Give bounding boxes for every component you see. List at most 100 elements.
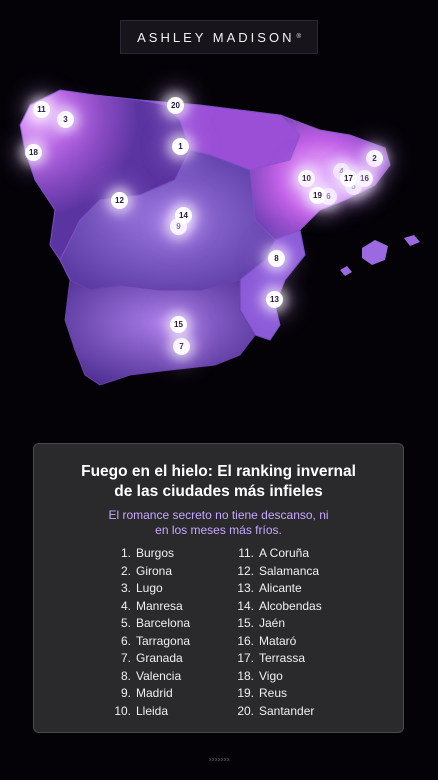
marker-label: 11	[37, 105, 46, 114]
marker-label: 19	[313, 191, 322, 200]
rank-number: 9.	[120, 686, 131, 700]
city-name: Manresa	[136, 598, 183, 613]
list-item: 6. Tarragona	[109, 633, 190, 651]
rank-number: 17.	[237, 651, 254, 665]
list-item: 2. Girona	[109, 563, 190, 581]
marker-label: 1	[178, 142, 183, 151]
map-marker-3[interactable]: 3	[57, 111, 74, 128]
map-marker-17[interactable]: 17	[340, 170, 357, 187]
ranking-list-right: 11. A Coruña 12. Salamanca 13. Alicante 14.…	[234, 545, 322, 721]
map-marker-18[interactable]: 18	[25, 144, 42, 161]
rank-number: 12.	[237, 563, 254, 578]
list-item: 18. Vigo	[234, 668, 322, 686]
rank-number: 1.	[120, 546, 131, 560]
rank-number: 6.	[120, 633, 131, 648]
map-marker-1[interactable]: 1	[172, 138, 189, 155]
map-marker-12[interactable]: 12	[111, 192, 128, 209]
map-marker-7[interactable]: 7	[173, 338, 190, 355]
city-name: Girona	[136, 563, 173, 578]
list-item: 16. Mataró	[234, 633, 322, 651]
city-name: Burgos	[136, 546, 175, 560]
map-marker-2[interactable]: 2	[366, 150, 383, 167]
subtitle-line-2: en los meses más fríos.	[155, 523, 282, 537]
map-marker-19[interactable]: 19	[309, 187, 326, 204]
ranking-list-left: 1. Burgos 2. Girona 3. Lugo 4. Manresa 5. Bar…	[109, 545, 190, 720]
city-name: Tarragona	[136, 633, 191, 648]
map-marker-16[interactable]: 16	[356, 170, 373, 187]
region-east	[239, 229, 306, 341]
city-name: Salamanca	[259, 563, 320, 578]
city-name: Vigo	[259, 668, 283, 683]
city-name: Valencia	[136, 668, 182, 683]
city-name: Alcobendas	[259, 598, 322, 613]
map-marker-10[interactable]: 10	[298, 170, 315, 187]
map-marker-8[interactable]: 8	[268, 250, 285, 267]
map-marker-15[interactable]: 15	[170, 316, 187, 333]
panel-subtitle: El romance secreto no tiene descanso, ni…	[34, 508, 403, 538]
list-item: 17. Terrassa	[234, 650, 322, 668]
marker-label: 17	[344, 174, 353, 183]
rank-number: 19.	[237, 686, 254, 700]
rank-number: 5.	[120, 616, 131, 630]
city-name: Lleida	[136, 703, 169, 718]
city-name: Terrassa	[259, 651, 306, 665]
marker-label: 5	[351, 182, 356, 191]
list-item: 12. Salamanca	[234, 563, 322, 581]
list-item: 4. Manresa	[109, 598, 190, 616]
list-item: 1. Burgos	[109, 545, 190, 563]
rank-number: 4.	[120, 598, 131, 613]
marker-label: 15	[174, 320, 183, 329]
marker-label: 12	[115, 196, 124, 205]
region-northeast	[249, 114, 391, 241]
city-name: Jaén	[259, 616, 286, 630]
balearic-islands	[362, 240, 388, 265]
city-name: Granada	[136, 651, 183, 665]
rank-number: 18.	[237, 668, 254, 683]
island-small-2	[340, 266, 352, 276]
list-item: 7. Granada	[109, 650, 190, 668]
island-small-1	[404, 235, 420, 246]
map-marker-14[interactable]: 14	[175, 207, 192, 224]
rank-number: 20.	[237, 703, 254, 718]
list-item: 10. Lleida	[109, 703, 190, 721]
rank-number: 7.	[120, 651, 131, 665]
list-item: 14. Alcobendas	[234, 598, 322, 616]
rank-number: 16.	[237, 633, 254, 648]
panel-title: Fuego en el hielo: El ranking invernal d…	[34, 462, 403, 502]
rank-number: 15.	[237, 616, 254, 630]
list-item: 11. A Coruña	[234, 545, 322, 563]
rank-number: 3.	[120, 581, 131, 595]
rank-number: 14.	[237, 598, 254, 613]
brand-logo: ASHLEY MADISON ®	[120, 20, 318, 54]
registered-mark: ®	[296, 34, 301, 40]
marker-label: 20	[171, 101, 180, 110]
city-name: Alicante	[259, 581, 302, 595]
footer-text: xxxxxxx	[209, 757, 230, 763]
city-name: A Coruña	[259, 546, 310, 560]
marker-label: 14	[179, 211, 188, 220]
list-item: 15. Jaén	[234, 615, 322, 633]
map-marker-13[interactable]: 13	[266, 291, 283, 308]
marker-label: 2	[372, 154, 377, 163]
city-name: Madrid	[136, 686, 173, 700]
rank-number: 2.	[120, 563, 131, 578]
rank-number: 11.	[238, 546, 254, 560]
ranking-panel: Fuego en el hielo: El ranking invernal d…	[33, 443, 404, 733]
list-item: 9. Madrid	[109, 685, 190, 703]
list-item: 8. Valencia	[109, 668, 190, 686]
title-line-1: Fuego en el hielo: El ranking invernal	[81, 463, 356, 480]
city-name: Reus	[259, 686, 288, 700]
marker-label: 18	[29, 148, 38, 157]
brand-name: ASHLEY MADISON	[137, 29, 295, 45]
marker-label: 6	[326, 192, 331, 201]
list-item: 20. Santander	[234, 703, 322, 721]
region-south	[64, 279, 256, 386]
marker-label: 10	[302, 174, 311, 183]
city-name: Mataró	[259, 633, 297, 648]
marker-label: 3	[63, 115, 68, 124]
list-item: 3. Lugo	[109, 580, 190, 598]
rank-number: 10.	[114, 703, 131, 718]
map-marker-20[interactable]: 20	[167, 97, 184, 114]
subtitle-line-1: El romance secreto no tiene descanso, ni	[108, 508, 329, 522]
map-marker-11[interactable]: 11	[33, 101, 50, 118]
